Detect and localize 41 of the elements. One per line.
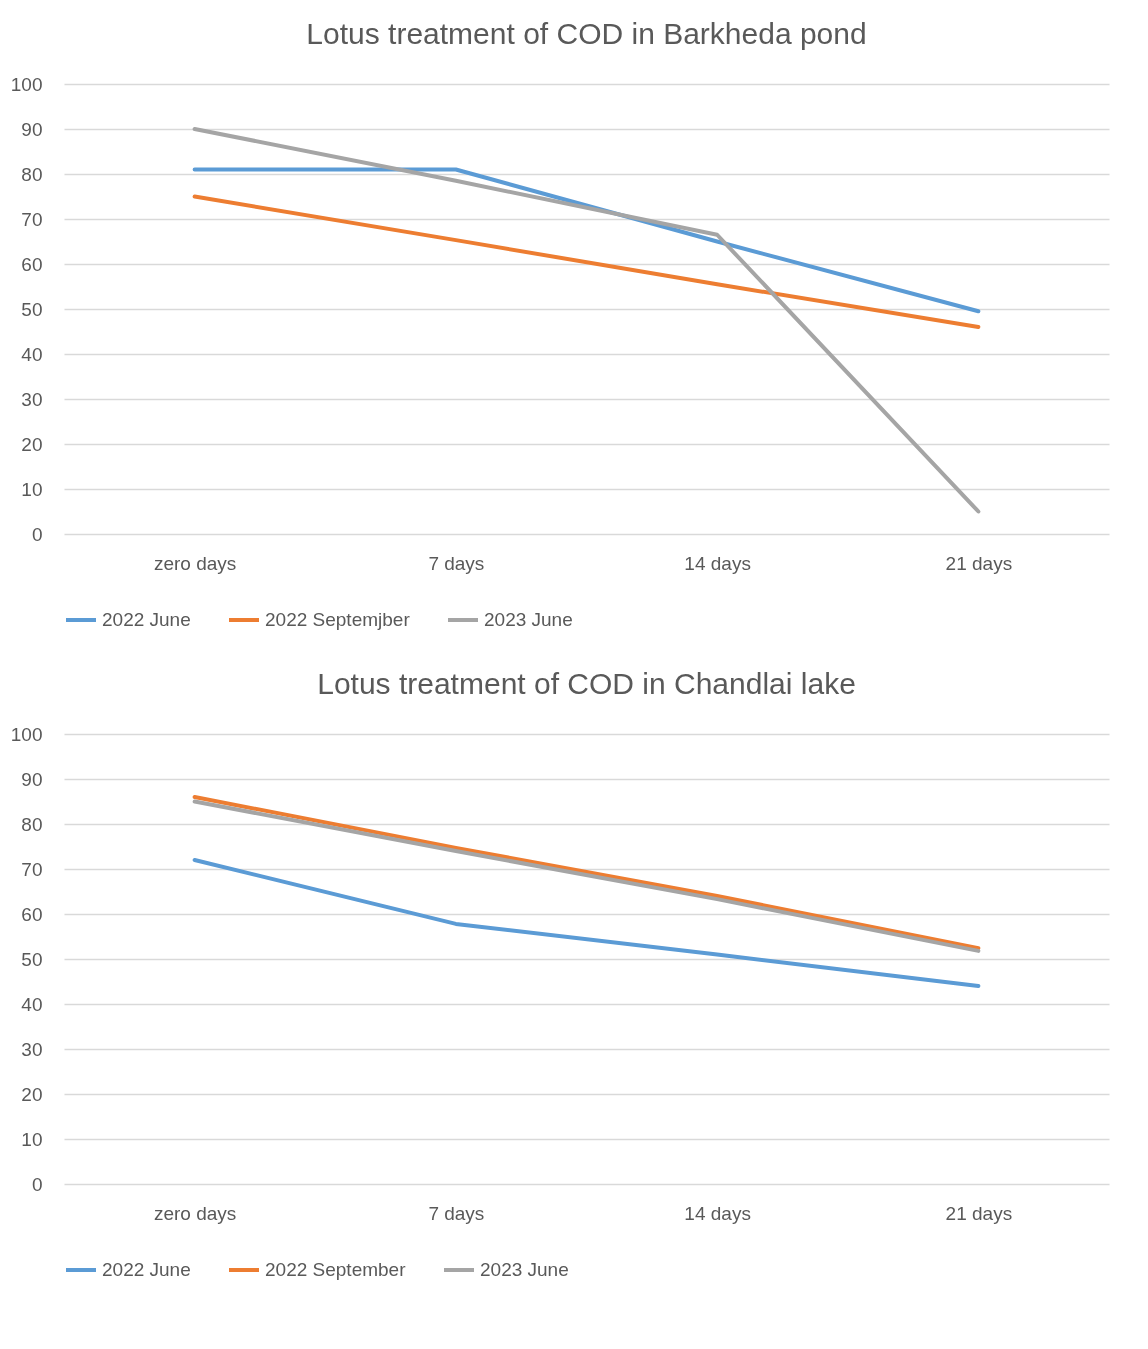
legend-label: 2022 June (102, 1259, 191, 1280)
y-tick-label: 100 (10, 73, 43, 95)
x-tick-label: 21 days (945, 552, 1013, 574)
x-tick-label: 14 days (684, 552, 751, 574)
y-tick-label: 10 (21, 478, 43, 500)
y-tick-label: 30 (21, 1038, 43, 1060)
y-tick-label: 0 (31, 1173, 43, 1195)
y-tick-label: 10 (21, 1128, 43, 1150)
y-tick-label: 50 (21, 948, 43, 970)
y-tick-label: 40 (21, 993, 43, 1015)
y-tick-label: 30 (21, 388, 43, 410)
y-tick-label: 60 (21, 903, 43, 925)
x-tick-label: zero days (153, 552, 237, 574)
legend-label: 2022 Septemjber (265, 609, 411, 630)
x-tick-label: zero days (153, 1202, 237, 1224)
legend-label: 2022 June (102, 609, 191, 630)
legend-label: 2022 September (265, 1259, 407, 1280)
y-tick-label: 80 (21, 163, 43, 185)
y-tick-label: 20 (21, 433, 43, 455)
x-tick-label: 7 days (428, 1202, 485, 1224)
x-tick-label: 21 days (945, 1202, 1013, 1224)
y-tick-label: 40 (21, 343, 43, 365)
y-tick-label: 100 (10, 723, 43, 745)
y-tick-label: 60 (21, 253, 43, 275)
y-tick-label: 70 (21, 858, 43, 880)
y-tick-label: 20 (21, 1083, 43, 1105)
legend-label: 2023 June (484, 609, 573, 630)
line-series (192, 127, 981, 514)
legend-label: 2023 June (480, 1259, 569, 1280)
line-series (192, 194, 981, 329)
y-tick-label: 90 (21, 768, 43, 790)
line-series (192, 858, 981, 988)
x-tick-label: 7 days (428, 552, 485, 574)
y-tick-label: 80 (21, 813, 43, 835)
y-tick-label: 50 (21, 298, 43, 320)
y-tick-label: 90 (21, 118, 43, 140)
chart-title: Lotus treatment of COD in Chandlai lake (317, 667, 856, 700)
x-tick-label: 14 days (684, 1202, 751, 1224)
y-tick-label: 70 (21, 208, 43, 230)
chart-title: Lotus treatment of COD in Barkheda pond (306, 17, 867, 50)
y-tick-label: 0 (31, 523, 43, 545)
